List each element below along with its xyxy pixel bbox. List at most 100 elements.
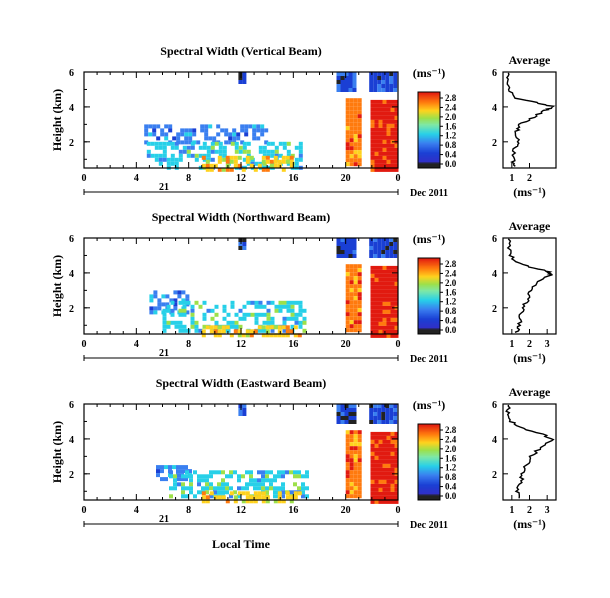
heatmap-cell — [353, 138, 358, 143]
heatmap-cell — [374, 131, 379, 136]
heatmap-cell — [244, 128, 249, 133]
heatmap-cell — [262, 312, 267, 317]
heatmap-cell — [281, 167, 286, 172]
heatmap-cell — [185, 310, 190, 315]
heatmap-cell — [281, 155, 286, 160]
heatmap-cell — [238, 246, 243, 250]
heatmap-cell — [202, 145, 207, 150]
heatmap-cell — [373, 246, 378, 250]
heatmap-cell — [345, 494, 350, 499]
heatmap-cell — [177, 482, 181, 487]
heatmap-cell — [378, 293, 383, 298]
colorbar-segment — [418, 434, 440, 436]
heatmap-cell — [386, 289, 391, 294]
heatmap-cell — [189, 474, 193, 479]
heatmap-cell — [374, 135, 379, 140]
heatmap-cell — [381, 404, 386, 408]
heatmap-cell — [344, 72, 349, 76]
heatmap-cell — [370, 119, 375, 124]
heatmap-cell — [357, 430, 362, 435]
heatmap-cell — [238, 80, 243, 84]
heatmap-cell — [349, 98, 354, 103]
heatmap-cell — [305, 474, 309, 479]
heatmap-cell — [173, 474, 177, 479]
colorbar-segment — [418, 326, 440, 329]
heatmap-cell — [344, 246, 349, 250]
colorbar-segment — [418, 136, 440, 138]
heatmap-cell — [193, 470, 197, 475]
heatmap-cell — [182, 300, 187, 305]
heatmap-cell — [390, 321, 395, 326]
average-profile-line — [505, 72, 556, 167]
heatmap-cell — [257, 495, 262, 500]
heatmap-cell — [190, 141, 195, 146]
colorbar-segment — [418, 323, 440, 326]
heatmap-cell — [389, 420, 394, 424]
heatmap-cell — [234, 149, 239, 154]
heatmap-cell — [217, 329, 222, 334]
heatmap-cell — [349, 462, 354, 467]
heatmap-cell — [289, 495, 294, 500]
heatmap-cell — [370, 317, 375, 322]
heatmap-cell — [194, 320, 199, 325]
heatmap-cell — [201, 486, 205, 491]
heatmap-cell — [265, 486, 269, 491]
heatmap-cell — [394, 273, 399, 278]
heatmap-cell — [254, 312, 259, 317]
heatmap-cell — [390, 435, 395, 440]
heatmap-cell — [344, 412, 349, 416]
heatmap-cell — [253, 329, 258, 334]
average-x-tick-label: 1 — [509, 339, 514, 350]
heatmap-cell — [378, 115, 383, 120]
heatmap-cell — [146, 153, 151, 158]
x-tick-label: 12 — [236, 339, 246, 350]
heatmap-cell — [250, 300, 255, 305]
heatmap-cell — [160, 128, 165, 133]
colorbar-frame — [417, 91, 441, 169]
heatmap-cell — [390, 277, 395, 282]
heatmap-cell — [208, 124, 213, 129]
heatmap-cell — [382, 289, 387, 294]
heatmap-cell — [370, 135, 375, 140]
heatmap-cell — [377, 76, 382, 80]
heatmap-cell — [378, 467, 383, 472]
heatmap-cell — [345, 292, 350, 297]
heatmap-cell — [242, 246, 247, 250]
heatmap-cell — [353, 162, 358, 167]
x-tick-label: 4 — [134, 339, 139, 350]
heatmap-cell — [370, 443, 375, 448]
heatmap-cell — [236, 132, 241, 137]
heatmap-cell — [242, 316, 247, 321]
heatmap-cell — [378, 273, 383, 278]
heatmap-cell — [210, 316, 215, 321]
colorbar-segment — [418, 318, 440, 321]
heatmap-cell — [369, 238, 374, 242]
heatmap-cell — [353, 280, 358, 285]
average-y-tick-label: 6 — [492, 234, 497, 245]
colorbar-segment — [418, 468, 440, 470]
heatmap-cell — [185, 474, 189, 479]
colorbar-segment — [418, 165, 440, 168]
heatmap-cell — [160, 132, 165, 137]
heatmap-cell — [357, 458, 362, 463]
heatmap-cell — [382, 269, 387, 274]
heatmap-cell — [374, 103, 379, 108]
heatmap-cell — [393, 84, 398, 88]
heatmap-cell — [345, 466, 350, 471]
heatmap-cell — [382, 447, 387, 452]
heatmap-cell — [152, 132, 157, 137]
heatmap-cell — [265, 499, 270, 504]
colorbar-tick-label: 1.2 — [445, 463, 457, 473]
heatmap-cell — [349, 284, 354, 289]
heatmap-cell — [386, 131, 391, 136]
heatmap-cell — [382, 151, 387, 156]
colorbar-segment — [418, 135, 440, 137]
heatmap-cell — [253, 486, 257, 491]
heatmap-cell — [150, 153, 155, 158]
heatmap-cell — [370, 439, 375, 444]
heatmap-cell — [394, 289, 399, 294]
heatmap-cell — [377, 246, 382, 250]
colorbar-segment — [418, 460, 440, 463]
heatmap-cell — [353, 142, 358, 147]
heatmap-cell — [181, 490, 185, 495]
